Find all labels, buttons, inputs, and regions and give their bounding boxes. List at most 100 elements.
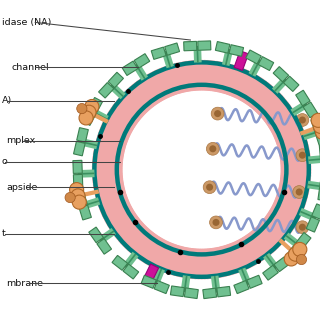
Circle shape	[281, 168, 290, 176]
Polygon shape	[112, 255, 128, 270]
Circle shape	[287, 209, 295, 218]
Polygon shape	[217, 286, 231, 297]
Circle shape	[100, 204, 108, 212]
Circle shape	[236, 257, 244, 266]
Circle shape	[200, 71, 208, 79]
Circle shape	[93, 172, 101, 180]
Circle shape	[298, 195, 307, 203]
Circle shape	[147, 92, 156, 100]
Polygon shape	[77, 128, 88, 142]
Circle shape	[104, 199, 112, 207]
Circle shape	[115, 131, 124, 139]
Circle shape	[109, 173, 117, 181]
Circle shape	[287, 122, 295, 130]
Circle shape	[197, 260, 206, 268]
Circle shape	[146, 232, 155, 240]
Circle shape	[190, 82, 199, 90]
Circle shape	[69, 183, 84, 197]
Polygon shape	[184, 288, 198, 299]
Circle shape	[279, 99, 287, 107]
Circle shape	[291, 176, 300, 185]
Circle shape	[154, 261, 162, 269]
Circle shape	[275, 236, 283, 245]
Circle shape	[244, 248, 252, 256]
Circle shape	[219, 84, 227, 93]
Circle shape	[200, 249, 208, 258]
Circle shape	[291, 152, 299, 160]
Circle shape	[124, 233, 132, 241]
Circle shape	[114, 121, 122, 130]
Circle shape	[231, 259, 239, 268]
Circle shape	[118, 194, 127, 202]
Circle shape	[102, 209, 110, 217]
Circle shape	[289, 141, 297, 150]
Circle shape	[261, 228, 270, 236]
Circle shape	[273, 128, 281, 137]
Circle shape	[161, 252, 169, 261]
Circle shape	[154, 94, 163, 102]
Circle shape	[226, 86, 234, 95]
Circle shape	[139, 246, 147, 254]
Circle shape	[184, 72, 192, 80]
Circle shape	[284, 202, 293, 211]
Circle shape	[288, 192, 296, 200]
Circle shape	[144, 249, 152, 258]
Circle shape	[212, 269, 221, 278]
Polygon shape	[258, 57, 274, 70]
Circle shape	[132, 98, 140, 106]
Circle shape	[114, 158, 122, 167]
Circle shape	[235, 246, 243, 255]
Circle shape	[296, 148, 304, 157]
Circle shape	[270, 207, 279, 215]
Circle shape	[146, 99, 155, 108]
Circle shape	[239, 87, 247, 95]
Circle shape	[299, 224, 306, 231]
Circle shape	[120, 133, 129, 141]
Circle shape	[292, 168, 300, 176]
Circle shape	[167, 260, 175, 268]
Circle shape	[297, 133, 306, 141]
Circle shape	[188, 82, 196, 91]
Circle shape	[278, 203, 287, 211]
Circle shape	[166, 254, 174, 263]
Circle shape	[258, 231, 266, 239]
Circle shape	[103, 212, 112, 220]
Circle shape	[187, 259, 195, 268]
Circle shape	[111, 188, 120, 196]
Circle shape	[148, 79, 157, 87]
Circle shape	[159, 257, 167, 266]
Circle shape	[151, 260, 159, 268]
Circle shape	[249, 257, 257, 265]
Circle shape	[281, 112, 290, 120]
Circle shape	[175, 79, 183, 88]
Circle shape	[141, 96, 149, 105]
Circle shape	[172, 251, 181, 259]
Circle shape	[116, 214, 125, 222]
Circle shape	[189, 265, 197, 273]
Circle shape	[292, 157, 300, 166]
Circle shape	[114, 210, 122, 218]
Circle shape	[260, 88, 269, 97]
Circle shape	[236, 74, 244, 82]
Circle shape	[219, 246, 227, 255]
Circle shape	[224, 75, 232, 83]
Circle shape	[172, 245, 180, 253]
Circle shape	[104, 181, 113, 190]
Circle shape	[302, 174, 310, 183]
Circle shape	[197, 71, 206, 79]
Circle shape	[154, 243, 162, 252]
Circle shape	[188, 270, 197, 278]
Circle shape	[243, 95, 251, 103]
Circle shape	[130, 107, 139, 116]
Circle shape	[99, 182, 108, 191]
Circle shape	[277, 97, 285, 105]
Circle shape	[180, 78, 188, 86]
Circle shape	[218, 63, 227, 71]
Circle shape	[280, 154, 289, 162]
Circle shape	[286, 178, 294, 187]
Polygon shape	[263, 265, 278, 280]
Circle shape	[114, 163, 122, 172]
Circle shape	[277, 234, 285, 243]
Circle shape	[108, 168, 117, 176]
Circle shape	[247, 98, 255, 106]
